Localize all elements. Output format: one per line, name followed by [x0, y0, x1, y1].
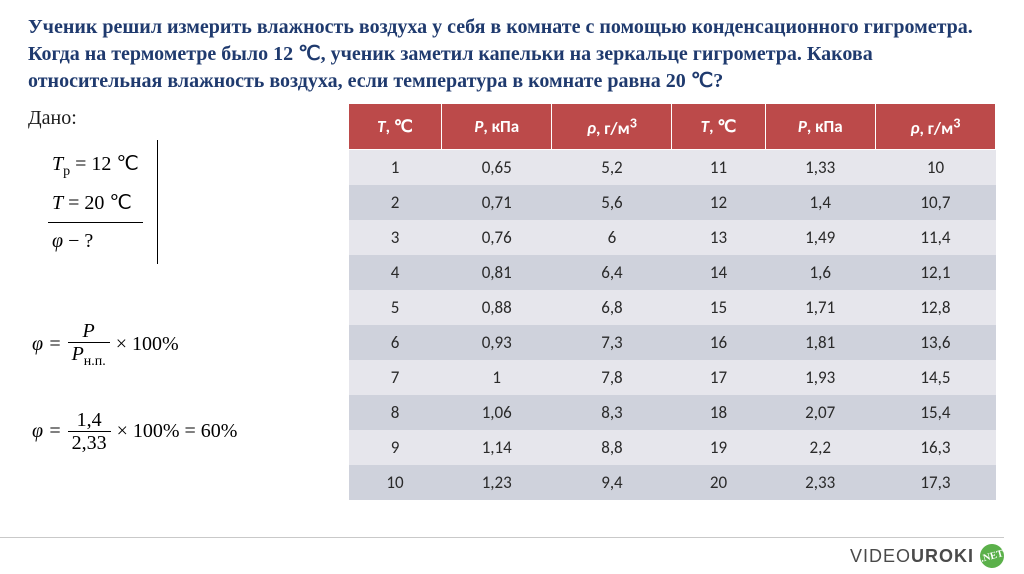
table-cell: 16,3 [875, 430, 995, 465]
solution-panel: Дано: Tр = 12 ℃ T = 20 ℃ φ − ? φ = P Pн.… [28, 103, 328, 500]
table-cell: 1,33 [765, 149, 875, 185]
formula-general: φ = P Pн.п. × 100% [32, 320, 328, 369]
table-row: 60,937,3161,8113,6 [349, 325, 996, 360]
table-cell: 1,4 [765, 185, 875, 220]
table-cell: 1,81 [765, 325, 875, 360]
table-cell: 2,2 [765, 430, 875, 465]
table-cell: 19 [672, 430, 765, 465]
table-cell: 1,14 [442, 430, 552, 465]
table-cell: 13 [672, 220, 765, 255]
table-cell: 2 [349, 185, 442, 220]
problem-statement: Ученик решил измерить влажность воздуха … [0, 0, 1024, 103]
table-cell: 1,06 [442, 395, 552, 430]
table-cell: 1,71 [765, 290, 875, 325]
table-cell: 11 [672, 149, 765, 185]
col-temp-2: T, ℃ [672, 104, 765, 150]
table-cell: 5,6 [552, 185, 672, 220]
table-row: 81,068,3182,0715,4 [349, 395, 996, 430]
table-cell: 20 [672, 465, 765, 500]
table-cell: 1,23 [442, 465, 552, 500]
table-cell: 13,6 [875, 325, 995, 360]
table-cell: 10 [875, 149, 995, 185]
table-cell: 1,93 [765, 360, 875, 395]
table-cell: 10,7 [875, 185, 995, 220]
table-cell: 2,07 [765, 395, 875, 430]
net-badge-icon: .NET [977, 541, 1006, 570]
table-cell: 17,3 [875, 465, 995, 500]
table-cell: 9,4 [552, 465, 672, 500]
table-row: 91,148,8192,216,3 [349, 430, 996, 465]
given-label: Дано: [28, 107, 328, 130]
given-line-1: Tр = 12 ℃ [52, 146, 139, 185]
given-box: Tр = 12 ℃ T = 20 ℃ φ − ? [40, 140, 158, 264]
table-cell: 0,93 [442, 325, 552, 360]
table-cell: 16 [672, 325, 765, 360]
table-cell: 6,8 [552, 290, 672, 325]
table-row: 101,239,4202,3317,3 [349, 465, 996, 500]
table-cell: 12 [672, 185, 765, 220]
table-row: 20,715,6121,410,7 [349, 185, 996, 220]
table-cell: 6 [552, 220, 672, 255]
table-row: 717,8171,9314,5 [349, 360, 996, 395]
table-cell: 1 [349, 149, 442, 185]
table-cell: 1,49 [765, 220, 875, 255]
given-line-2: T = 20 ℃ [52, 185, 139, 220]
col-pressure-1: P, кПа [442, 104, 552, 150]
given-find: φ − ? [52, 225, 139, 258]
table-cell: 4 [349, 255, 442, 290]
table-cell: 15 [672, 290, 765, 325]
footer-branding: VIDEOUROKI .NET [850, 544, 1004, 568]
table-cell: 11,4 [875, 220, 995, 255]
table-cell: 14 [672, 255, 765, 290]
table-cell: 10 [349, 465, 442, 500]
saturation-table: T, ℃ P, кПа ρ, г/м3 T, ℃ P, кПа ρ, г/м3 … [348, 103, 996, 500]
table-cell: 15,4 [875, 395, 995, 430]
table-cell: 12,1 [875, 255, 995, 290]
table-cell: 18 [672, 395, 765, 430]
table-cell: 8,3 [552, 395, 672, 430]
table-cell: 3 [349, 220, 442, 255]
table-row: 10,655,2111,3310 [349, 149, 996, 185]
table-row: 40,816,4141,612,1 [349, 255, 996, 290]
table-row: 30,766131,4911,4 [349, 220, 996, 255]
table-cell: 9 [349, 430, 442, 465]
table-cell: 0,65 [442, 149, 552, 185]
formula-numeric: φ = 1,4 2,33 × 100% = 60% [32, 409, 328, 454]
table-cell: 5,2 [552, 149, 672, 185]
table-cell: 0,81 [442, 255, 552, 290]
table-cell: 0,88 [442, 290, 552, 325]
table-cell: 7,3 [552, 325, 672, 360]
col-pressure-2: P, кПа [765, 104, 875, 150]
col-density-1: ρ, г/м3 [552, 104, 672, 150]
table-cell: 0,71 [442, 185, 552, 220]
table-cell: 7 [349, 360, 442, 395]
table-cell: 17 [672, 360, 765, 395]
table-cell: 7,8 [552, 360, 672, 395]
table-row: 50,886,8151,7112,8 [349, 290, 996, 325]
table-cell: 1,6 [765, 255, 875, 290]
table-cell: 8,8 [552, 430, 672, 465]
table-cell: 14,5 [875, 360, 995, 395]
table-cell: 6,4 [552, 255, 672, 290]
table-cell: 5 [349, 290, 442, 325]
col-density-2: ρ, г/м3 [875, 104, 995, 150]
table-cell: 12,8 [875, 290, 995, 325]
table-cell: 6 [349, 325, 442, 360]
table-cell: 8 [349, 395, 442, 430]
col-temp-1: T, ℃ [349, 104, 442, 150]
table-cell: 2,33 [765, 465, 875, 500]
table-cell: 1 [442, 360, 552, 395]
table-cell: 0,76 [442, 220, 552, 255]
